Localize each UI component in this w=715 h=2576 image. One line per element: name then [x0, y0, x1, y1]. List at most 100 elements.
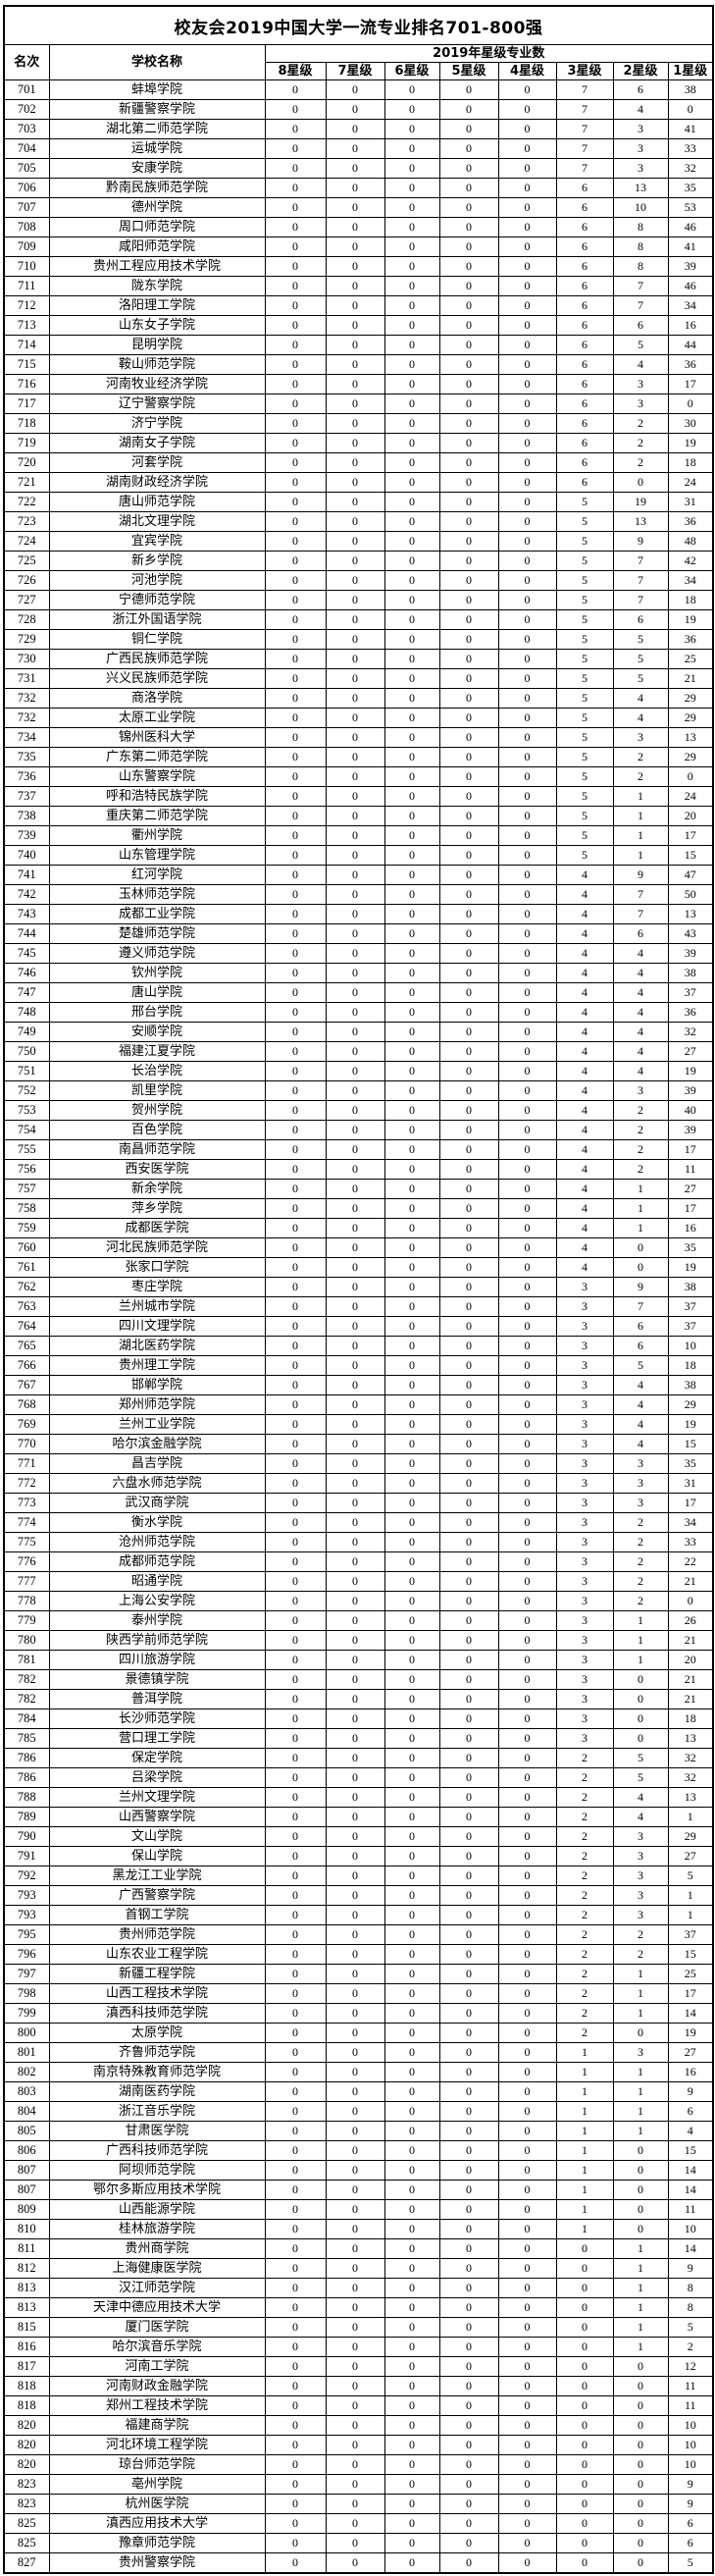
star-count-cell: 0 — [383, 943, 440, 964]
star-count-cell: 10 — [667, 2454, 714, 2475]
star-count-cell: 19 — [667, 1257, 714, 1278]
star-count-cell: 3 — [555, 1630, 614, 1651]
star-count-cell: 0 — [325, 237, 385, 257]
school-name-cell: 衢州学院 — [48, 825, 266, 846]
rank-cell: 701 — [3, 79, 50, 100]
star-count-cell: 4 — [555, 1100, 614, 1121]
school-name-cell: 哈尔滨音乐学院 — [48, 2337, 266, 2357]
star-count-cell: 0 — [325, 1100, 385, 1121]
star-count-cell: 0 — [497, 1394, 557, 1415]
star-count-cell: 5 — [612, 1767, 669, 1788]
star-count-cell: 3 — [555, 1728, 614, 1749]
star-count-cell: 0 — [438, 963, 499, 983]
star-count-cell: 0 — [497, 295, 557, 316]
table-row: 811 贵州商学院 0 0 0 0 0 0 1 14 — [3, 2238, 714, 2259]
star-count-cell: 0 — [438, 2199, 499, 2220]
star-count-cell: 0 — [438, 1022, 499, 1042]
star-count-cell: 0 — [438, 1316, 499, 1337]
star-count-cell: 2 — [555, 1866, 614, 1886]
star-count-cell: 0 — [264, 727, 327, 748]
table-row: 714 昆明学院 0 0 0 0 0 6 5 44 — [3, 335, 714, 355]
star-count-cell: 0 — [497, 1336, 557, 1356]
column-header-star-4: 4星级 — [497, 62, 557, 80]
star-count-cell: 0 — [497, 2454, 557, 2475]
star-count-cell: 3 — [612, 1493, 669, 1513]
star-count-cell: 4 — [555, 1198, 614, 1219]
school-name-cell: 西安医学院 — [48, 1159, 266, 1180]
table-row: 809 山西能源学院 0 0 0 0 0 1 0 11 — [3, 2199, 714, 2220]
star-count-cell: 0 — [497, 1022, 557, 1042]
star-count-cell: 0 — [612, 2533, 669, 2553]
table-row: 708 周口师范学院 0 0 0 0 0 6 8 46 — [3, 217, 714, 237]
rank-cell: 729 — [3, 629, 50, 650]
star-count-cell: 0 — [497, 708, 557, 728]
star-count-cell: 0 — [497, 570, 557, 591]
star-count-cell: 0 — [325, 2474, 385, 2495]
rank-cell: 757 — [3, 1179, 50, 1199]
school-name-cell: 唐山师范学院 — [48, 492, 266, 512]
star-count-cell: 0 — [264, 138, 327, 159]
star-count-cell: 0 — [612, 2474, 669, 2495]
star-count-cell: 0 — [325, 531, 385, 552]
star-count-cell: 2 — [612, 1532, 669, 1552]
table-row: 818 郑州工程技术学院 0 0 0 0 0 0 0 11 — [3, 2395, 714, 2416]
rank-cell: 806 — [3, 2140, 50, 2161]
table-row: 820 琼台师范学院 0 0 0 0 0 0 0 10 — [3, 2454, 714, 2475]
school-name-cell: 景德镇学院 — [48, 1669, 266, 1690]
star-count-cell: 3 — [612, 2042, 669, 2063]
star-count-cell: 10 — [667, 1336, 714, 1356]
star-count-cell: 0 — [383, 79, 440, 100]
table-row: 773 武汉商学院 0 0 0 0 0 3 3 17 — [3, 1493, 714, 1513]
star-count-cell: 0 — [438, 315, 499, 336]
star-count-cell: 0 — [612, 2023, 669, 2043]
table-row: 769 兰州工业学院 0 0 0 0 0 3 4 19 — [3, 1414, 714, 1435]
star-count-cell: 0 — [497, 276, 557, 296]
star-count-cell: 0 — [438, 2062, 499, 2082]
star-count-cell: 0 — [555, 2297, 614, 2318]
star-count-cell: 0 — [497, 1237, 557, 1258]
column-header-star-5: 5星级 — [438, 62, 499, 80]
star-count-cell: 0 — [325, 1807, 385, 1827]
school-name-cell: 文山学院 — [48, 1826, 266, 1847]
star-count-cell: 2 — [612, 1512, 669, 1533]
star-count-cell: 0 — [612, 1728, 669, 1749]
school-name-cell: 太原学院 — [48, 2023, 266, 2043]
star-count-cell: 0 — [438, 2297, 499, 2318]
rank-cell: 713 — [3, 315, 50, 336]
star-count-cell: 0 — [325, 2337, 385, 2357]
star-count-cell: 5 — [555, 551, 614, 571]
rank-cell: 758 — [3, 1198, 50, 1219]
star-count-cell: 33 — [667, 1532, 714, 1552]
rank-cell: 747 — [3, 982, 50, 1003]
star-count-cell: 5 — [555, 806, 614, 826]
star-count-cell: 0 — [438, 2395, 499, 2416]
star-count-cell: 0 — [383, 1669, 440, 1690]
star-count-cell: 21 — [667, 1689, 714, 1709]
star-count-cell: 0 — [383, 433, 440, 453]
star-count-cell: 0 — [383, 1257, 440, 1278]
star-count-cell: 0 — [555, 2238, 614, 2259]
table-row: 735 广东第二师范学院 0 0 0 0 0 5 2 29 — [3, 747, 714, 767]
star-count-cell: 0 — [383, 2435, 440, 2455]
star-count-cell: 0 — [325, 433, 385, 453]
star-count-cell: 0 — [264, 1669, 327, 1690]
star-count-cell: 5 — [667, 2317, 714, 2338]
star-count-cell: 0 — [325, 1905, 385, 1925]
table-row: 711 陇东学院 0 0 0 0 0 6 7 46 — [3, 276, 714, 296]
star-count-cell: 41 — [667, 237, 714, 257]
star-count-cell: 0 — [325, 374, 385, 394]
star-count-cell: 0 — [264, 472, 327, 493]
table-row: 806 广西科技师范学院 0 0 0 0 0 1 0 15 — [3, 2140, 714, 2161]
table-row: 760 河北民族师范学院 0 0 0 0 0 4 0 35 — [3, 1237, 714, 1258]
star-count-cell: 19 — [667, 1061, 714, 1081]
star-count-cell: 0 — [383, 2494, 440, 2514]
table-row: 786 保定学院 0 0 0 0 0 2 5 32 — [3, 1748, 714, 1768]
star-count-cell: 0 — [325, 1453, 385, 1474]
star-count-cell: 38 — [667, 963, 714, 983]
star-count-cell: 0 — [497, 256, 557, 277]
star-count-cell: 0 — [383, 119, 440, 139]
star-count-cell: 0 — [497, 1866, 557, 1886]
star-count-cell: 0 — [325, 2081, 385, 2102]
school-name-cell: 山东女子学院 — [48, 315, 266, 336]
star-count-cell: 0 — [438, 1100, 499, 1121]
